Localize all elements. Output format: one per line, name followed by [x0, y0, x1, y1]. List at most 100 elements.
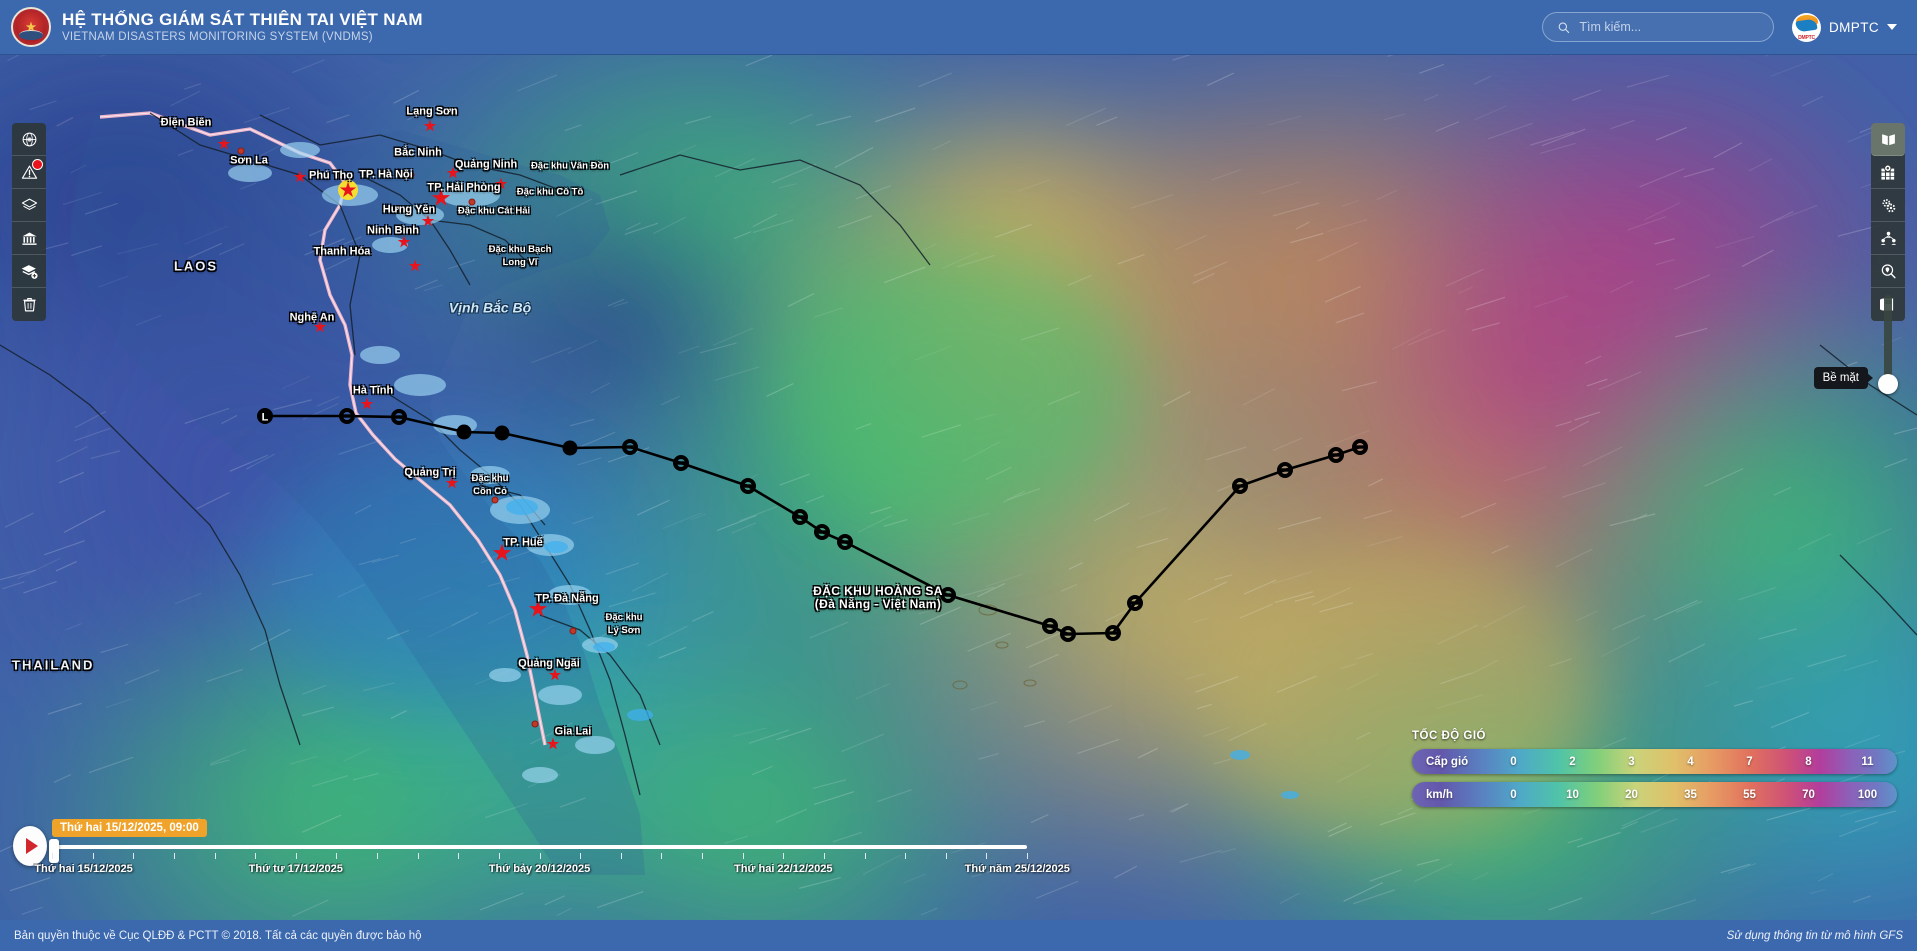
- city-star-marker[interactable]: [217, 137, 231, 150]
- city-dot-marker[interactable]: [569, 627, 577, 635]
- play-button[interactable]: [13, 826, 47, 866]
- city-star-marker[interactable]: [546, 737, 560, 750]
- city-dot-marker[interactable]: [468, 198, 476, 206]
- timeline-tick: [173, 853, 175, 859]
- wind-speed-legend: TỐC ĐỘ GIÓ Cấp gió 0 2 3 4 7 8 11 km/h 0…: [1412, 730, 1897, 815]
- national-emblem-icon: [11, 7, 51, 47]
- globe-icon: [22, 132, 36, 146]
- timeline-control: Thứ hai 15/12/2025, 09:00 Thứ hai 15/12/…: [0, 815, 1917, 889]
- city-star-marker[interactable]: [360, 397, 374, 410]
- legend-row-cap-gio: Cấp gió 0 2 3 4 7 8 11: [1412, 749, 1897, 774]
- legend-value: 100: [1857, 788, 1878, 801]
- city-star-marker[interactable]: [408, 259, 422, 272]
- city-dot-marker[interactable]: [407, 171, 415, 179]
- legend-value: 0: [1510, 755, 1517, 768]
- right-tool-find[interactable]: [1871, 255, 1905, 288]
- right-tool-markers[interactable]: [1871, 156, 1905, 189]
- chevron-down-icon[interactable]: [1887, 24, 1897, 30]
- timeline-tick: [498, 853, 500, 859]
- timeline-tick: [539, 853, 541, 859]
- timeline-date-label: Thứ bảy 20/12/2025: [488, 863, 591, 875]
- timeline-tick: [1027, 853, 1028, 859]
- right-tool-settings[interactable]: [1871, 189, 1905, 222]
- sidebar-item-add-layer[interactable]: [12, 255, 46, 288]
- slider-track[interactable]: [1884, 295, 1892, 385]
- timeline-tick: [742, 853, 744, 859]
- footer-copyright: Bản quyền thuộc về Cục QLĐĐ & PCTT © 201…: [14, 929, 422, 942]
- legend-value: 11: [1861, 755, 1874, 768]
- timeline-tick: [92, 853, 94, 859]
- timeline-date-label: Thứ năm 25/12/2025: [964, 863, 1070, 875]
- city-dot-marker[interactable]: [237, 147, 245, 155]
- legend-value: 20: [1625, 788, 1638, 801]
- right-tool-basemap[interactable]: [1871, 123, 1905, 156]
- sidebar-item-institutions[interactable]: [12, 222, 46, 255]
- timeline-tick: [214, 853, 216, 859]
- left-toolbar: [12, 123, 46, 321]
- timeline-tick: [986, 853, 988, 859]
- timeline-tick: [823, 853, 825, 859]
- legend-value: 4: [1687, 755, 1694, 768]
- legend-value: 7: [1746, 755, 1753, 768]
- city-star-marker[interactable]: [293, 170, 307, 183]
- timeline-date-label: Thứ hai 22/12/2025: [734, 863, 833, 875]
- timeline-rail[interactable]: [52, 845, 1027, 849]
- city-star-marker[interactable]: [494, 177, 508, 190]
- city-star-marker[interactable]: [421, 214, 435, 227]
- right-tool-community[interactable]: [1871, 222, 1905, 255]
- logo-wrap: [0, 0, 62, 55]
- layers-add-icon: [21, 264, 38, 279]
- city-star-marker[interactable]: [446, 166, 460, 179]
- search-input[interactable]: [1579, 20, 1759, 34]
- timeline-tick: [417, 853, 419, 859]
- warning-triangle-icon: [21, 165, 37, 179]
- search-icon: [1558, 21, 1570, 33]
- sidebar-item-alerts[interactable]: [12, 156, 46, 189]
- timeline-tick: [783, 853, 785, 859]
- sidebar-item-layers[interactable]: [12, 189, 46, 222]
- city-dot-marker[interactable]: [531, 720, 539, 728]
- timeline-tick: [661, 853, 663, 859]
- legend-row-label: km/h: [1426, 788, 1453, 801]
- timeline-tick: [133, 853, 135, 859]
- trash-icon: [22, 298, 36, 312]
- weather-map[interactable]: L Điện Biên Lạng Sơn Sơn La Bắc Ninh Quảng N…: [0, 55, 1917, 920]
- legend-value: 70: [1802, 788, 1815, 801]
- play-icon: [25, 838, 38, 854]
- timeline-tick: [864, 853, 866, 859]
- search-location-icon: [1881, 263, 1896, 278]
- map-pin-grid-icon: [1880, 164, 1894, 180]
- sidebar-item-delete[interactable]: [12, 288, 46, 321]
- legend-value: 10: [1566, 788, 1579, 801]
- city-star-marker[interactable]: [423, 119, 437, 132]
- timeline-handle[interactable]: [49, 839, 59, 863]
- legend-row-values: 0 10 20 35 55 70 100: [1484, 789, 1897, 801]
- altitude-level-slider[interactable]: Bề mặt: [1813, 295, 1898, 394]
- timeline-tick: [905, 853, 907, 859]
- alerts-badge: [32, 159, 43, 170]
- search-box[interactable]: [1542, 12, 1774, 42]
- timeline-tick: [336, 853, 338, 859]
- city-dot-marker[interactable]: [491, 496, 499, 504]
- legend-value: 2: [1569, 755, 1576, 768]
- right-toolbar: [1871, 123, 1905, 321]
- user-name: DMPTC: [1829, 19, 1879, 35]
- header-right: DMPTC DMPTC: [1542, 12, 1917, 42]
- city-star-marker[interactable]: [548, 668, 562, 681]
- title-block: HỆ THỐNG GIÁM SÁT THIÊN TAI VIỆT NAM VIE…: [62, 0, 423, 55]
- timeline-tick: [458, 853, 460, 859]
- timeline-tick: [580, 853, 582, 859]
- app-footer: Bản quyền thuộc về Cục QLĐĐ & PCTT © 201…: [0, 920, 1917, 951]
- user-menu[interactable]: DMPTC DMPTC: [1792, 12, 1897, 42]
- slider-knob[interactable]: [1878, 374, 1898, 394]
- sidebar-item-overview[interactable]: [12, 123, 46, 156]
- timeline-date-label: Thứ hai 15/12/2025: [34, 863, 133, 875]
- city-star-marker[interactable]: [397, 235, 411, 248]
- city-star-marker[interactable]: [445, 476, 459, 489]
- layers-icon: [21, 198, 37, 210]
- current-time-badge: Thứ hai 15/12/2025, 09:00: [52, 819, 207, 837]
- city-star-marker[interactable]: [313, 320, 327, 333]
- legend-value: 0: [1510, 788, 1517, 801]
- legend-row-label: Cấp gió: [1426, 755, 1469, 768]
